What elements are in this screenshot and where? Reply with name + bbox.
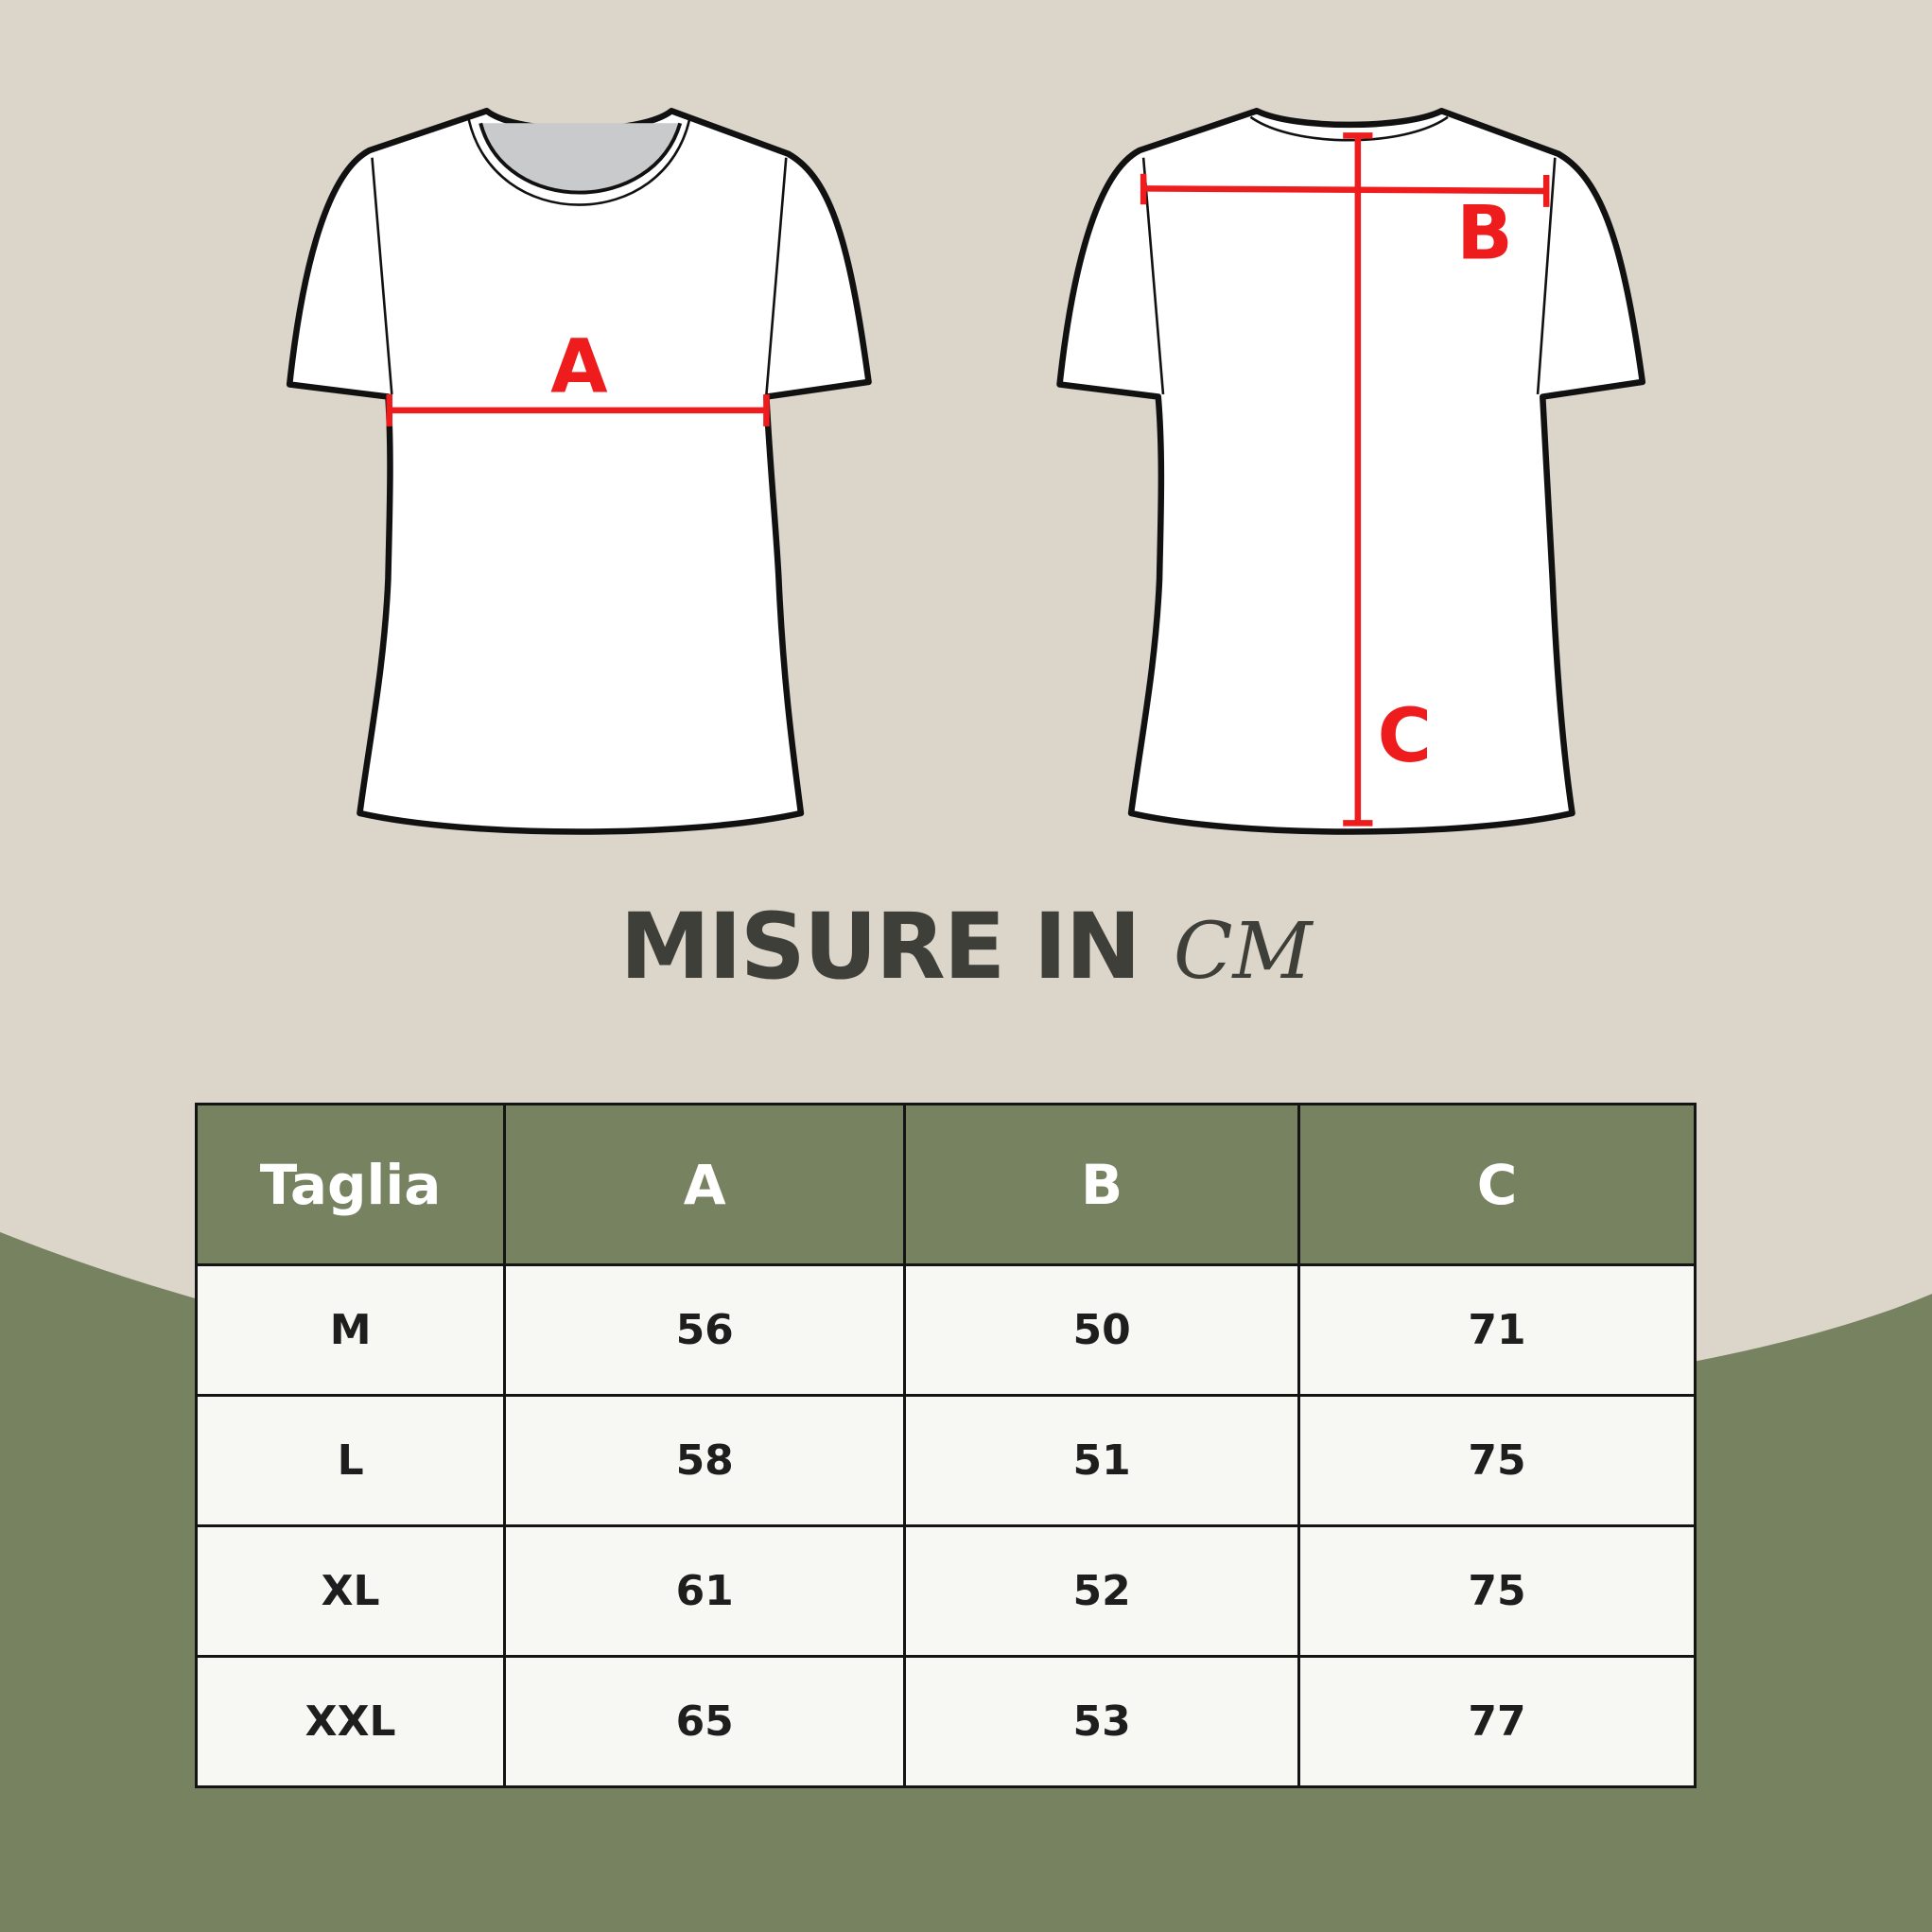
cell-b: 53 — [903, 1655, 1301, 1788]
table-header-row: Taglia A B C — [194, 1103, 1697, 1266]
cell-c: 75 — [1297, 1394, 1697, 1527]
label-a: A — [550, 323, 608, 409]
table-row: XXL 65 53 77 — [194, 1655, 1697, 1788]
cell-b: 51 — [903, 1394, 1301, 1527]
size-table: Taglia A B C M 56 50 71 L 58 51 75 XL 61 52 75 XX… — [194, 1103, 1697, 1788]
header-a: A — [503, 1103, 907, 1266]
header-b: B — [903, 1103, 1301, 1266]
header-size: Taglia — [194, 1103, 507, 1266]
cell-size: L — [194, 1394, 507, 1527]
measure-line-c — [1343, 132, 1373, 827]
cell-b: 50 — [903, 1263, 1301, 1397]
cell-size: M — [194, 1263, 507, 1397]
header-c: C — [1297, 1103, 1697, 1266]
cell-size: XL — [194, 1524, 507, 1658]
cell-a: 65 — [503, 1655, 907, 1788]
label-b: B — [1456, 191, 1513, 277]
back-shirt — [1056, 108, 1646, 835]
cell-b: 52 — [903, 1524, 1301, 1658]
cell-a: 56 — [503, 1263, 907, 1397]
front-shirt — [286, 108, 872, 835]
measure-line-b — [1140, 173, 1550, 207]
measure-line-a — [386, 393, 770, 426]
title-main: MISURE IN — [619, 894, 1140, 1000]
page-title: MISURE IN CM — [0, 894, 1932, 1000]
table-row: XL 61 52 75 — [194, 1524, 1697, 1658]
cell-c: 75 — [1297, 1524, 1697, 1658]
cell-c: 77 — [1297, 1655, 1697, 1788]
cell-a: 58 — [503, 1394, 907, 1527]
title-unit: CM — [1173, 907, 1313, 997]
table-row: L 58 51 75 — [194, 1394, 1697, 1527]
cell-c: 71 — [1297, 1263, 1697, 1397]
cell-size: XXL — [194, 1655, 507, 1788]
label-c: C — [1378, 693, 1432, 779]
table-row: M 56 50 71 — [194, 1263, 1697, 1397]
cell-a: 61 — [503, 1524, 907, 1658]
